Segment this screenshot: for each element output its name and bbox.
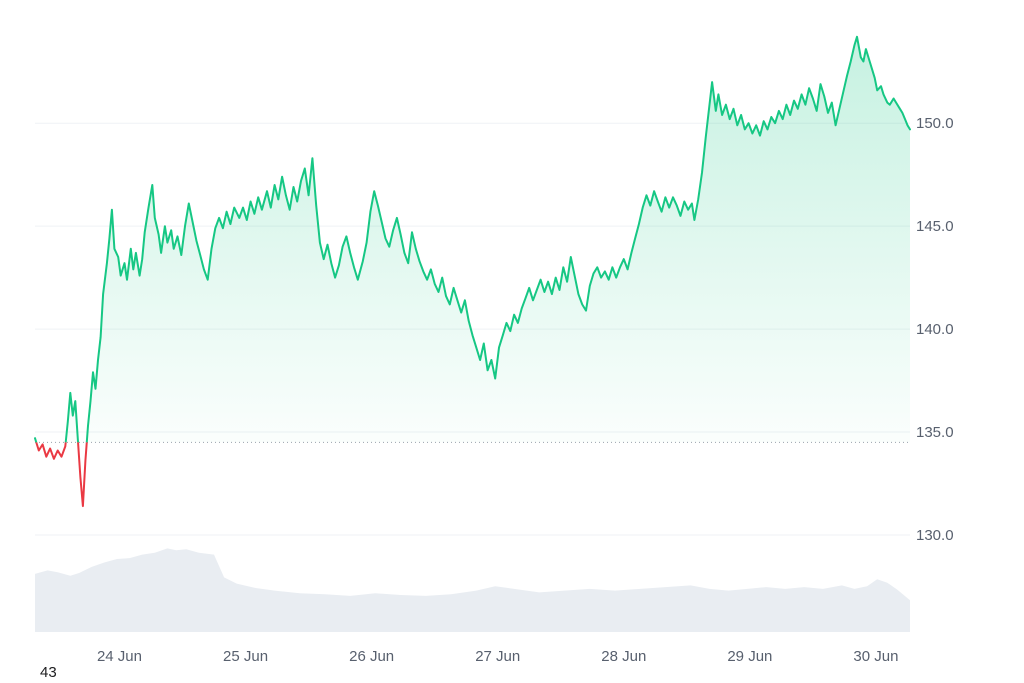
y-axis-label: 130.0	[916, 527, 954, 544]
x-axis-label: 30 Jun	[853, 648, 898, 665]
x-axis-label: 24 Jun	[97, 648, 142, 665]
x-axis-label: 27 Jun	[475, 648, 520, 665]
y-axis-label: 145.0	[916, 218, 954, 235]
x-axis-label: 29 Jun	[727, 648, 772, 665]
corner-label: 43	[40, 664, 57, 681]
volume-area	[35, 548, 910, 632]
y-axis-label: 140.0	[916, 321, 954, 338]
x-axis-label: 28 Jun	[601, 648, 646, 665]
price-area-fill	[35, 36, 910, 443]
x-axis-label: 25 Jun	[223, 648, 268, 665]
y-axis-label: 135.0	[916, 424, 954, 441]
y-axis-label: 150.0	[916, 115, 954, 132]
price-line-up	[34, 35, 911, 443]
x-axis-label: 26 Jun	[349, 648, 394, 665]
